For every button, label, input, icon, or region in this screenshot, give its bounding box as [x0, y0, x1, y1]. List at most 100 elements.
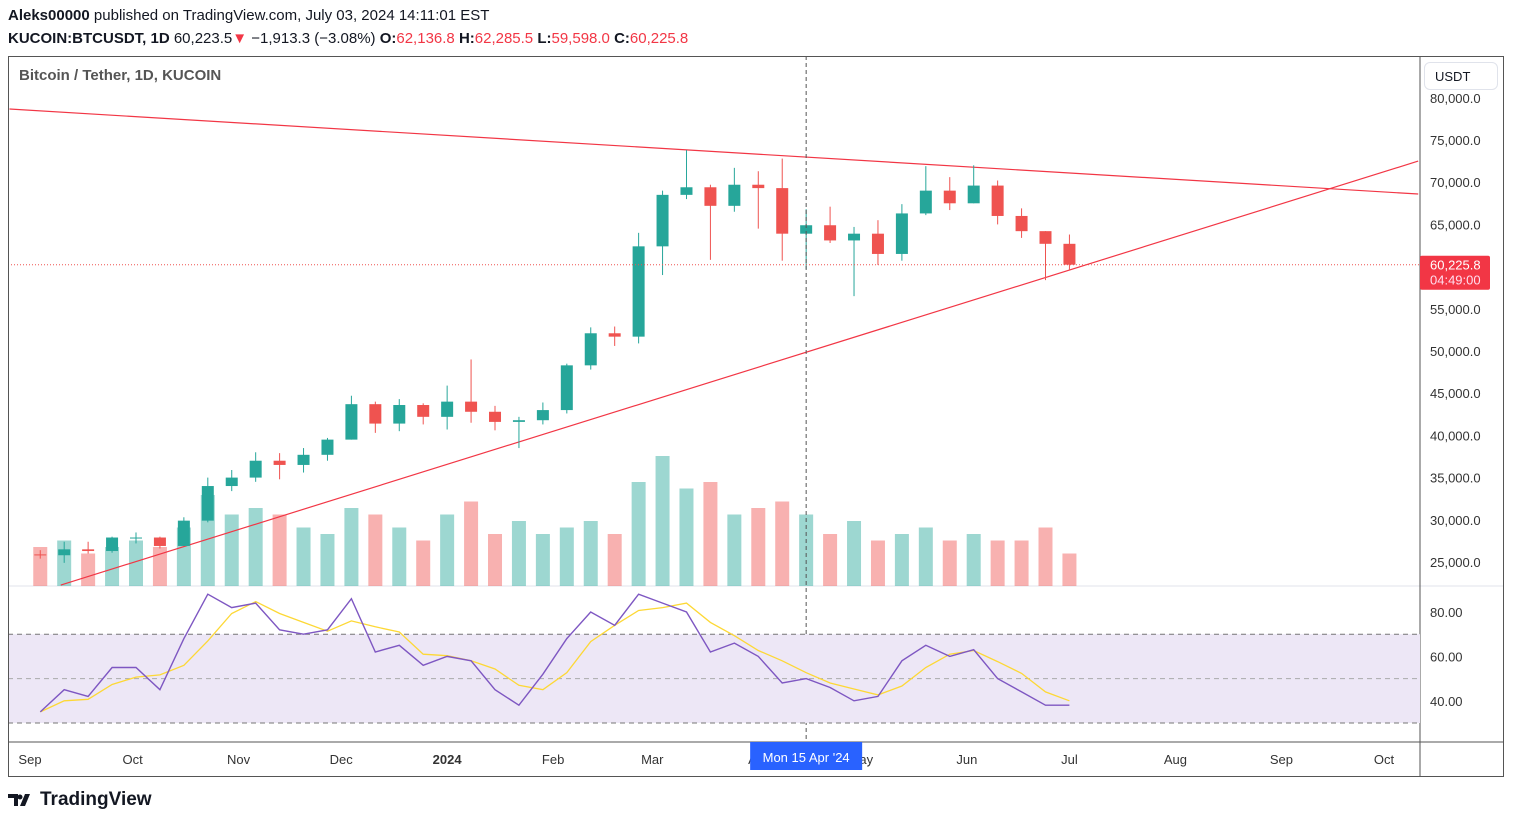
- volume-bar: [464, 501, 479, 586]
- time-tick: Dec: [330, 752, 354, 767]
- price-tick: 65,000.0: [1430, 217, 1481, 232]
- candle-body: [728, 184, 741, 206]
- chart-legend: Bitcoin / Tether, 1D, KUCOIN: [19, 67, 222, 84]
- candle-body: [632, 246, 645, 337]
- volume-bar: [823, 534, 838, 586]
- volume-bar: [775, 501, 790, 586]
- rsi-ma-line: [40, 600, 1070, 713]
- volume-bar: [368, 514, 383, 586]
- candle-body: [345, 404, 358, 440]
- candle-body: [584, 333, 597, 366]
- volume-bar: [799, 514, 814, 586]
- volume-bar: [679, 488, 694, 586]
- volume-bar: [1014, 540, 1029, 586]
- time-tick: Nov: [227, 752, 251, 767]
- candle-body: [321, 439, 334, 455]
- candle-body: [848, 233, 861, 241]
- price-tick: 55,000.0: [1430, 302, 1481, 317]
- candle-body: [82, 549, 95, 552]
- rsi-tick: 60.00: [1430, 649, 1463, 664]
- candle-body: [871, 233, 884, 254]
- price-tick: 35,000.0: [1430, 471, 1481, 486]
- symbol-info: KUCOIN:BTCUSDT, 1D 60,223.5▼ −1,913.3 (−…: [8, 30, 688, 47]
- candle-body: [129, 537, 142, 539]
- volume-bar: [727, 514, 742, 586]
- candle-body: [369, 404, 382, 424]
- volume-bar: [655, 456, 670, 586]
- publish-text: published on TradingView.com, July 03, 2…: [93, 7, 490, 24]
- candle-body: [106, 537, 119, 552]
- close-label: C:: [614, 30, 630, 47]
- main-pane: [9, 108, 1419, 586]
- price-tick: 80,000.0: [1430, 91, 1481, 106]
- candle-body: [943, 190, 956, 204]
- rsi-tick: 80.00: [1430, 605, 1463, 620]
- price-chart[interactable]: 80,000.0 75,000.0 70,000.0 65,000.0 55,000.0…: [8, 56, 1504, 777]
- volume-bar: [511, 521, 526, 586]
- volume-bar: [918, 527, 933, 586]
- candle-body: [273, 460, 286, 465]
- candle-body: [153, 537, 166, 546]
- candle-body: [656, 194, 669, 247]
- price-tick: 25,000.0: [1430, 555, 1481, 570]
- volume-bar: [320, 534, 335, 586]
- candle-body: [58, 549, 71, 556]
- volume-bar: [535, 534, 550, 586]
- candle-body: [417, 405, 430, 417]
- candle-body: [225, 477, 238, 487]
- down-arrow-icon: ▼: [232, 30, 248, 47]
- trendline: [60, 160, 1419, 586]
- time-tick: Aug: [1164, 752, 1187, 767]
- brand-name: TradingView: [40, 789, 152, 810]
- candle-body: [704, 187, 717, 206]
- price-badge: [1420, 255, 1490, 290]
- candle-body: [34, 554, 47, 556]
- volume-bar: [152, 547, 167, 586]
- candle-body: [560, 365, 573, 411]
- trendline: [9, 108, 1419, 195]
- volume-bar: [966, 534, 981, 586]
- time-tick: Sep: [1270, 752, 1293, 767]
- crosshair-date-badge: [750, 742, 863, 770]
- high-label: H:: [458, 30, 475, 47]
- candle-body: [991, 185, 1004, 216]
- candle-body: [1039, 231, 1052, 244]
- candle-body: [752, 184, 765, 189]
- volume-bar: [248, 508, 263, 586]
- symbol: KUCOIN:BTCUSDT, 1D: [8, 30, 170, 47]
- volume-bar: [607, 534, 622, 586]
- currency-button[interactable]: USDT: [1424, 62, 1498, 90]
- price-tick: 70,000.0: [1430, 175, 1481, 190]
- volume-bar: [1062, 553, 1077, 586]
- close-value: 60,225.8: [629, 30, 689, 47]
- candle-body: [800, 225, 813, 234]
- volume-bar: [631, 482, 646, 586]
- candle-body: [249, 460, 262, 478]
- tradingview-logo[interactable]: TradingView: [8, 789, 152, 811]
- volume-bar: [751, 508, 766, 586]
- low-value: 59,598.0: [551, 30, 610, 47]
- candle-body: [297, 454, 310, 465]
- tv-logo-icon: [8, 794, 30, 806]
- volume-bar: [296, 527, 311, 586]
- price-badge-countdown: 04:49:00: [1430, 273, 1481, 288]
- volume-bar: [488, 534, 503, 586]
- volume-bar: [105, 547, 120, 586]
- volume-bar: [272, 514, 287, 586]
- candle-body: [201, 486, 214, 521]
- candle-body: [177, 520, 190, 546]
- time-tick: Oct: [122, 752, 143, 767]
- low-label: L:: [537, 30, 552, 47]
- time-tick: Mar: [641, 752, 664, 767]
- volume-bar: [344, 508, 359, 586]
- time-tick: Sep: [18, 752, 41, 767]
- volume-bar: [559, 527, 574, 586]
- candle-body: [489, 411, 502, 422]
- time-tick: 2024: [433, 752, 463, 767]
- candle-body: [1063, 243, 1076, 265]
- candle-body: [776, 188, 789, 234]
- candle-body: [465, 401, 478, 412]
- volume-bar: [33, 547, 48, 586]
- price-tick: 40,000.0: [1430, 428, 1481, 443]
- high-value: 62,285.5: [474, 30, 534, 47]
